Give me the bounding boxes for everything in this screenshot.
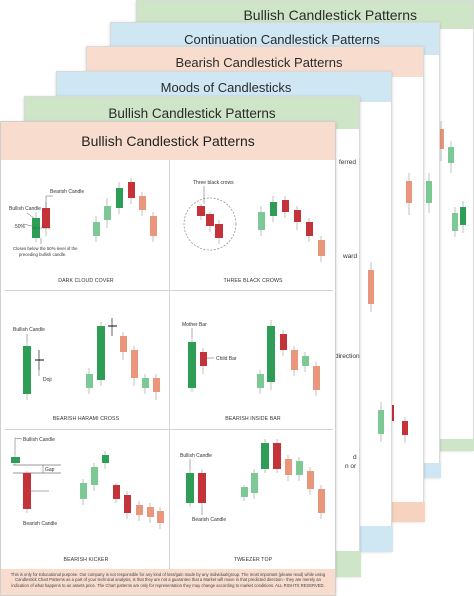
- bearish-candle: [215, 224, 223, 238]
- bearish-candle: [438, 129, 444, 149]
- child-bar-label: Child Bar: [216, 356, 237, 362]
- tweezer-top-diagram: Bullish Candle Bearish Candle: [180, 439, 325, 523]
- panel-dark-cloud-cover: Bearish Candle Bullish Candle 50% Closes…: [3, 152, 169, 290]
- sheet-title: Bullish Candlestick Patterns: [243, 7, 417, 23]
- panel-caption: THREE BLACK CROWS: [223, 278, 283, 284]
- bullish-candle-label: Bullish Candle: [23, 437, 55, 443]
- front-header: Bullish Candlestick Patterns: [1, 122, 335, 160]
- three-black-crows-label: Three black crows: [193, 180, 234, 186]
- gap-label: Gap: [45, 467, 55, 473]
- dark-cloud-cover-diagram: Bearish Candle Bullish Candle 50% Closes…: [9, 178, 157, 257]
- panel-caption: DARK CLOUD COVER: [58, 278, 114, 284]
- bearish-candle: [197, 206, 205, 216]
- panel-bearish-inside-bar: Mother Bar Child Bar BEARISH INSIDE BAR: [170, 290, 336, 428]
- grid-divider: [5, 429, 333, 430]
- side-fragment: n or: [345, 463, 357, 470]
- bullish-candle: [11, 457, 20, 463]
- front-title: Bullish Candlestick Patterns: [81, 133, 255, 149]
- bullish-candle: [186, 473, 194, 503]
- sheet-title: Bullish Candlestick Patterns: [108, 105, 276, 121]
- bullish-candle: [23, 346, 31, 394]
- bearish-candle: [23, 473, 31, 509]
- candles-fragment: [368, 262, 384, 442]
- panel-caption: BEARISH INSIDE BAR: [225, 416, 281, 422]
- side-fragment: direction: [335, 353, 360, 360]
- doji-label: Doji: [43, 377, 52, 383]
- closes-below-label: Closes below the 50% level of the: [13, 246, 78, 251]
- child-bar: [200, 352, 207, 366]
- bullish-candle: [448, 147, 454, 163]
- bearish-candle-label: Bearish Candle: [23, 521, 57, 527]
- panel-bearish-harami-cross: Bullish Candle Doji BEARISH HARAMI CROSS: [3, 290, 169, 428]
- panel-caption: BEARISH KICKER: [63, 557, 109, 563]
- sheet-title: Continuation Candlestick Patterns: [184, 31, 380, 47]
- panel-caption: TWEEZER TOP: [233, 557, 273, 563]
- disclaimer: This is only for Educational purpose. Ou…: [1, 569, 335, 595]
- bearish-candle: [198, 473, 206, 503]
- side-fragment: d: [353, 454, 357, 461]
- front-sheet: Bullish Candlestick Patterns Bearish Can…: [0, 121, 336, 596]
- bearish-harami-cross-diagram: Bullish Candle Doji: [13, 318, 160, 400]
- bullish-candle: [452, 213, 458, 231]
- fifty-percent-label: 50%: [15, 224, 26, 230]
- panel-tweezer-top: Bullish Candle Bearish Candle T: [170, 429, 336, 567]
- bearish-inside-bar-diagram: Mother Bar Child Bar: [182, 320, 320, 396]
- closes-below-label: preceding bullish candle.: [19, 252, 66, 257]
- grid-divider: [5, 290, 333, 291]
- side-fragment: ward: [343, 253, 358, 260]
- three-black-crows-diagram: Three black crows: [183, 180, 325, 262]
- bullish-candle-label: Bullish Candle: [13, 327, 45, 333]
- footer-box: [331, 551, 361, 577]
- bearish-candle: [42, 208, 50, 228]
- panel-three-black-crows: Three black crows THREE BLACK CROWS: [170, 152, 336, 290]
- highlight-circle: [183, 197, 237, 251]
- mother-bar-label: Mother Bar: [182, 322, 207, 328]
- bearish-candle-label: Bearish Candle: [50, 189, 84, 195]
- panel-caption: BEARISH HARAMI CROSS: [52, 416, 120, 422]
- bearish-candle-label: Bearish Candle: [192, 517, 226, 523]
- side-fragment: ferred: [339, 159, 356, 166]
- grid-divider: [169, 160, 170, 592]
- panel-bearish-kicker: Bullish Candle Gap Bearish Candle: [3, 429, 169, 567]
- bearish-candle: [206, 214, 214, 226]
- mother-bar: [188, 342, 196, 388]
- bullish-candle-label: Bullish Candle: [9, 206, 41, 212]
- bullish-candle: [460, 207, 466, 225]
- candles-fragment: [438, 121, 466, 237]
- sheet-title: Bearish Candlestick Patterns: [175, 54, 343, 70]
- bullish-candle-label: Bullish Candle: [180, 453, 212, 459]
- bearish-kicker-diagram: Bullish Candle Gap Bearish Candle: [11, 437, 164, 529]
- sheet-title: Moods of Candlesticks: [160, 79, 292, 95]
